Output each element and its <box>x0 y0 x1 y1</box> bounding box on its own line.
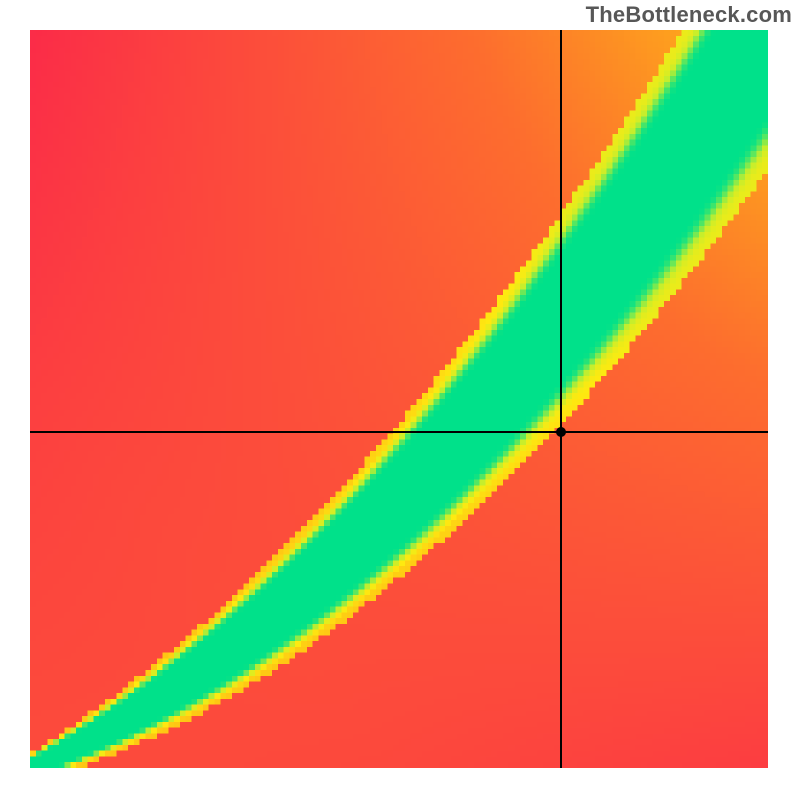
crosshair-vertical <box>560 30 562 768</box>
crosshair-horizontal <box>30 431 768 433</box>
bottleneck-heatmap <box>30 30 768 768</box>
watermark-text: TheBottleneck.com <box>586 2 792 28</box>
